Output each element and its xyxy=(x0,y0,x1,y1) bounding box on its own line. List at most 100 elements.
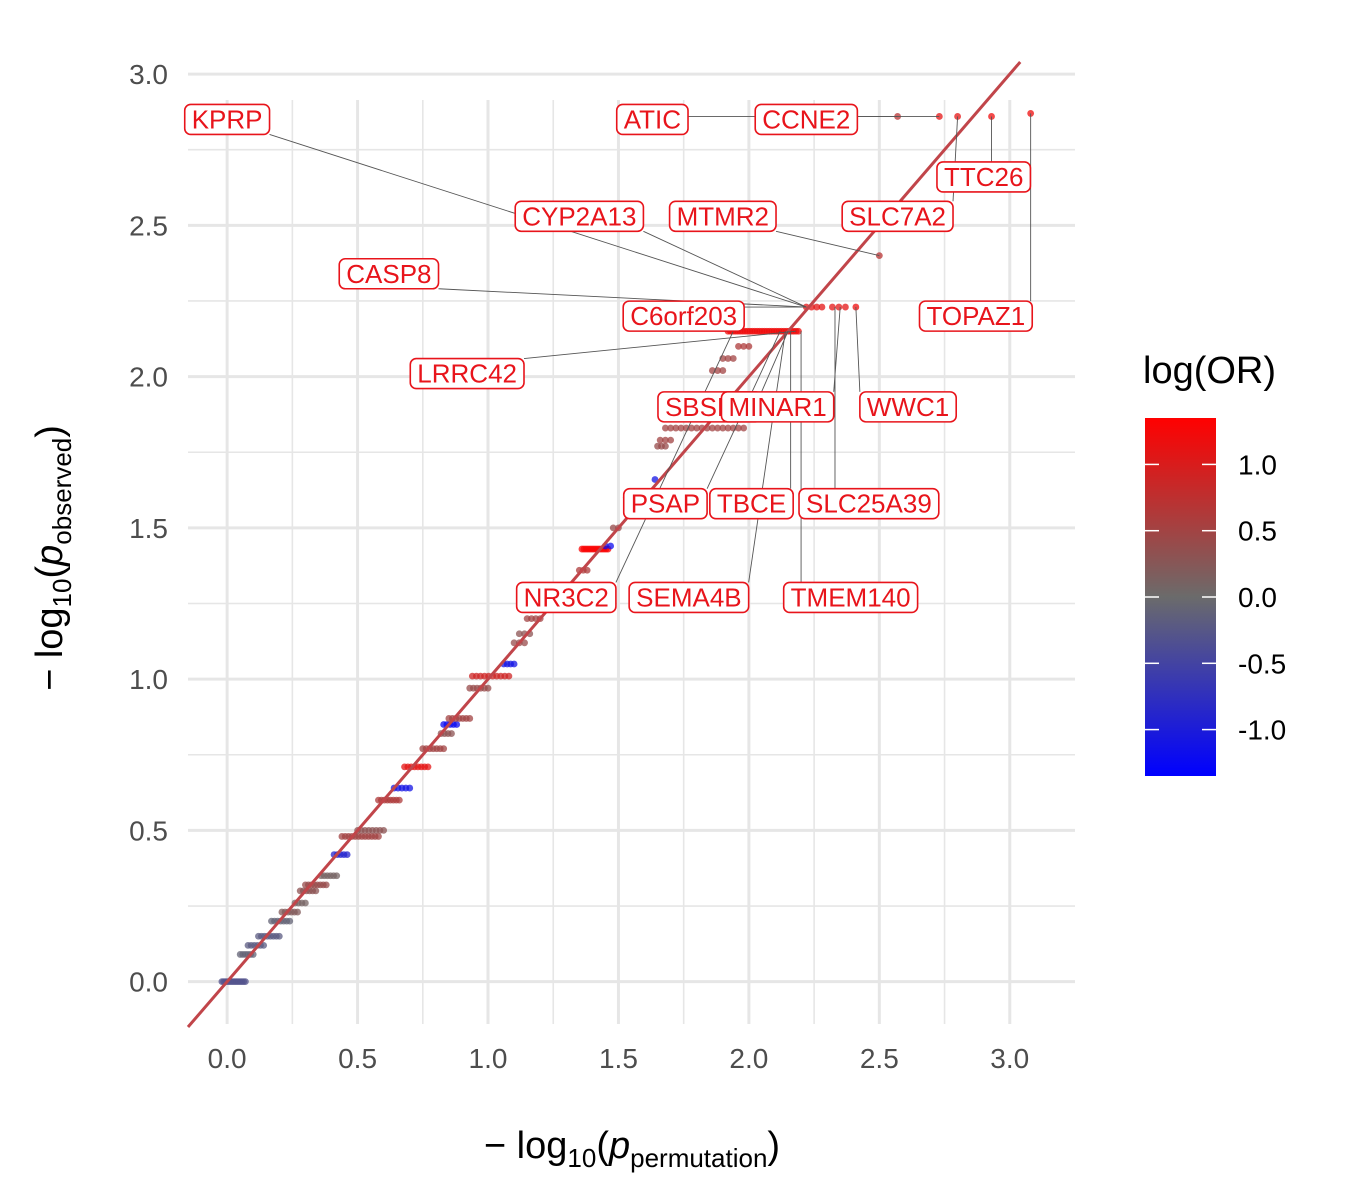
gene-label-box xyxy=(615,103,689,136)
x-tick-label: 2.0 xyxy=(729,1043,768,1074)
x-tick-label: 1.0 xyxy=(469,1043,508,1074)
data-point xyxy=(729,355,737,362)
data-point xyxy=(682,424,690,432)
gene-label-box xyxy=(514,200,645,233)
data-point xyxy=(484,684,492,692)
gene-label-box xyxy=(859,391,957,423)
gene-label-box xyxy=(622,487,708,520)
data-point xyxy=(735,342,742,350)
gene-label-text: TMEM140 xyxy=(791,582,911,612)
label-connector xyxy=(748,331,786,583)
data-point xyxy=(424,763,432,771)
gene-label: CASP8 xyxy=(338,257,440,290)
label-connector xyxy=(523,330,796,360)
gene-label-text: CASP8 xyxy=(346,259,431,289)
data-points xyxy=(218,110,1035,986)
data-point xyxy=(521,639,528,647)
gene-label: SLC7A2 xyxy=(841,200,954,233)
gene-label-text: MTMR2 xyxy=(677,201,769,231)
label-connector xyxy=(615,331,734,583)
data-point xyxy=(406,784,414,792)
data-point xyxy=(651,476,659,483)
gene-label-box xyxy=(668,200,777,233)
color-legend: log(OR) 1.0 0.5 0.0 -0.5 -1.0 xyxy=(1143,350,1286,776)
gene-label-text: C6orf203 xyxy=(630,301,737,331)
data-point xyxy=(672,424,680,432)
gene-label-box xyxy=(183,103,271,136)
data-point xyxy=(875,252,883,260)
y-tick-label: 3.0 xyxy=(129,59,168,90)
gene-label-box xyxy=(338,257,440,290)
data-point xyxy=(343,851,351,858)
gene-label: C6orf203 xyxy=(622,300,745,332)
gene-label-box xyxy=(409,357,525,390)
gene-label: TBCE xyxy=(709,487,794,520)
y-tick-label: 0.0 xyxy=(129,967,168,998)
data-point xyxy=(312,887,320,895)
gene-label-box xyxy=(782,581,919,614)
label-connector xyxy=(643,230,807,308)
gene-label-box xyxy=(720,391,835,423)
gene-label-text: NR3C2 xyxy=(524,582,609,612)
gene-label: KPRP xyxy=(183,103,271,136)
gene-label: TTC26 xyxy=(936,161,1032,193)
legend-tick-label: 1.0 xyxy=(1238,449,1277,480)
gene-label-text: TBCE xyxy=(717,489,786,519)
gene-label-text: KPRP xyxy=(192,104,263,134)
gene-label-text: SLC7A2 xyxy=(849,201,946,231)
gene-label-text: LRRC42 xyxy=(417,359,517,389)
y-axis-ticks: 0.0 0.5 1.0 1.5 2.0 2.5 3.0 xyxy=(129,59,168,998)
data-point xyxy=(453,721,461,728)
gene-label: LRRC42 xyxy=(409,357,525,390)
gene-label: SEMA4B xyxy=(628,581,750,614)
data-point xyxy=(260,941,268,949)
data-point xyxy=(294,908,301,916)
data-point xyxy=(677,424,685,432)
legend-title: log(OR) xyxy=(1143,350,1276,392)
data-point xyxy=(395,796,403,804)
y-tick-label: 1.5 xyxy=(129,513,168,544)
data-point xyxy=(322,881,330,889)
x-axis-title: − log10(ppermutation) xyxy=(484,1125,780,1173)
legend-tick-label: 0.5 xyxy=(1238,516,1277,547)
gene-label: TMEM140 xyxy=(782,581,919,614)
data-point xyxy=(667,436,675,444)
gene-label-box xyxy=(709,487,794,520)
x-tick-label: 3.0 xyxy=(990,1043,1029,1074)
data-point xyxy=(607,542,615,550)
data-point xyxy=(333,872,341,880)
label-connector xyxy=(775,230,880,257)
data-point xyxy=(852,303,860,311)
legend-tick-label: 0.0 xyxy=(1238,582,1277,613)
data-point xyxy=(724,424,732,432)
gene-label-text: SLC25A39 xyxy=(806,489,932,519)
gene-label: WWC1 xyxy=(859,391,957,423)
y-tick-label: 2.5 xyxy=(129,210,168,241)
legend-ticks: 1.0 0.5 0.0 -0.5 -1.0 xyxy=(1145,449,1286,746)
data-point xyxy=(466,715,474,722)
y-axis-title: − log10(pobserved) xyxy=(29,425,77,691)
data-point xyxy=(448,730,455,737)
data-point xyxy=(714,424,721,432)
gene-label-box xyxy=(918,300,1034,332)
data-point xyxy=(740,424,748,432)
data-point xyxy=(380,826,388,834)
gene-label-text: MINAR1 xyxy=(728,392,826,422)
data-point xyxy=(662,442,669,450)
x-tick-label: 2.5 xyxy=(860,1043,899,1074)
gene-label: MINAR1 xyxy=(720,391,835,423)
gene-label-box xyxy=(936,161,1032,193)
gene-label-text: TOPAZ1 xyxy=(926,301,1025,331)
data-point xyxy=(241,978,249,986)
data-point xyxy=(286,917,294,925)
gene-label-text: CCNE2 xyxy=(762,104,850,134)
gene-labels: KPRP ATIC CCNE2 TTC26 CYP2A13 MTMR2 SLC7A2 CASP… xyxy=(183,103,1034,614)
gene-label: NR3C2 xyxy=(515,581,617,614)
data-point xyxy=(375,833,382,840)
gene-label: TOPAZ1 xyxy=(918,300,1034,332)
data-point xyxy=(662,436,669,444)
gene-label: CYP2A13 xyxy=(514,200,645,233)
label-connector xyxy=(855,307,861,392)
data-point xyxy=(583,566,591,574)
